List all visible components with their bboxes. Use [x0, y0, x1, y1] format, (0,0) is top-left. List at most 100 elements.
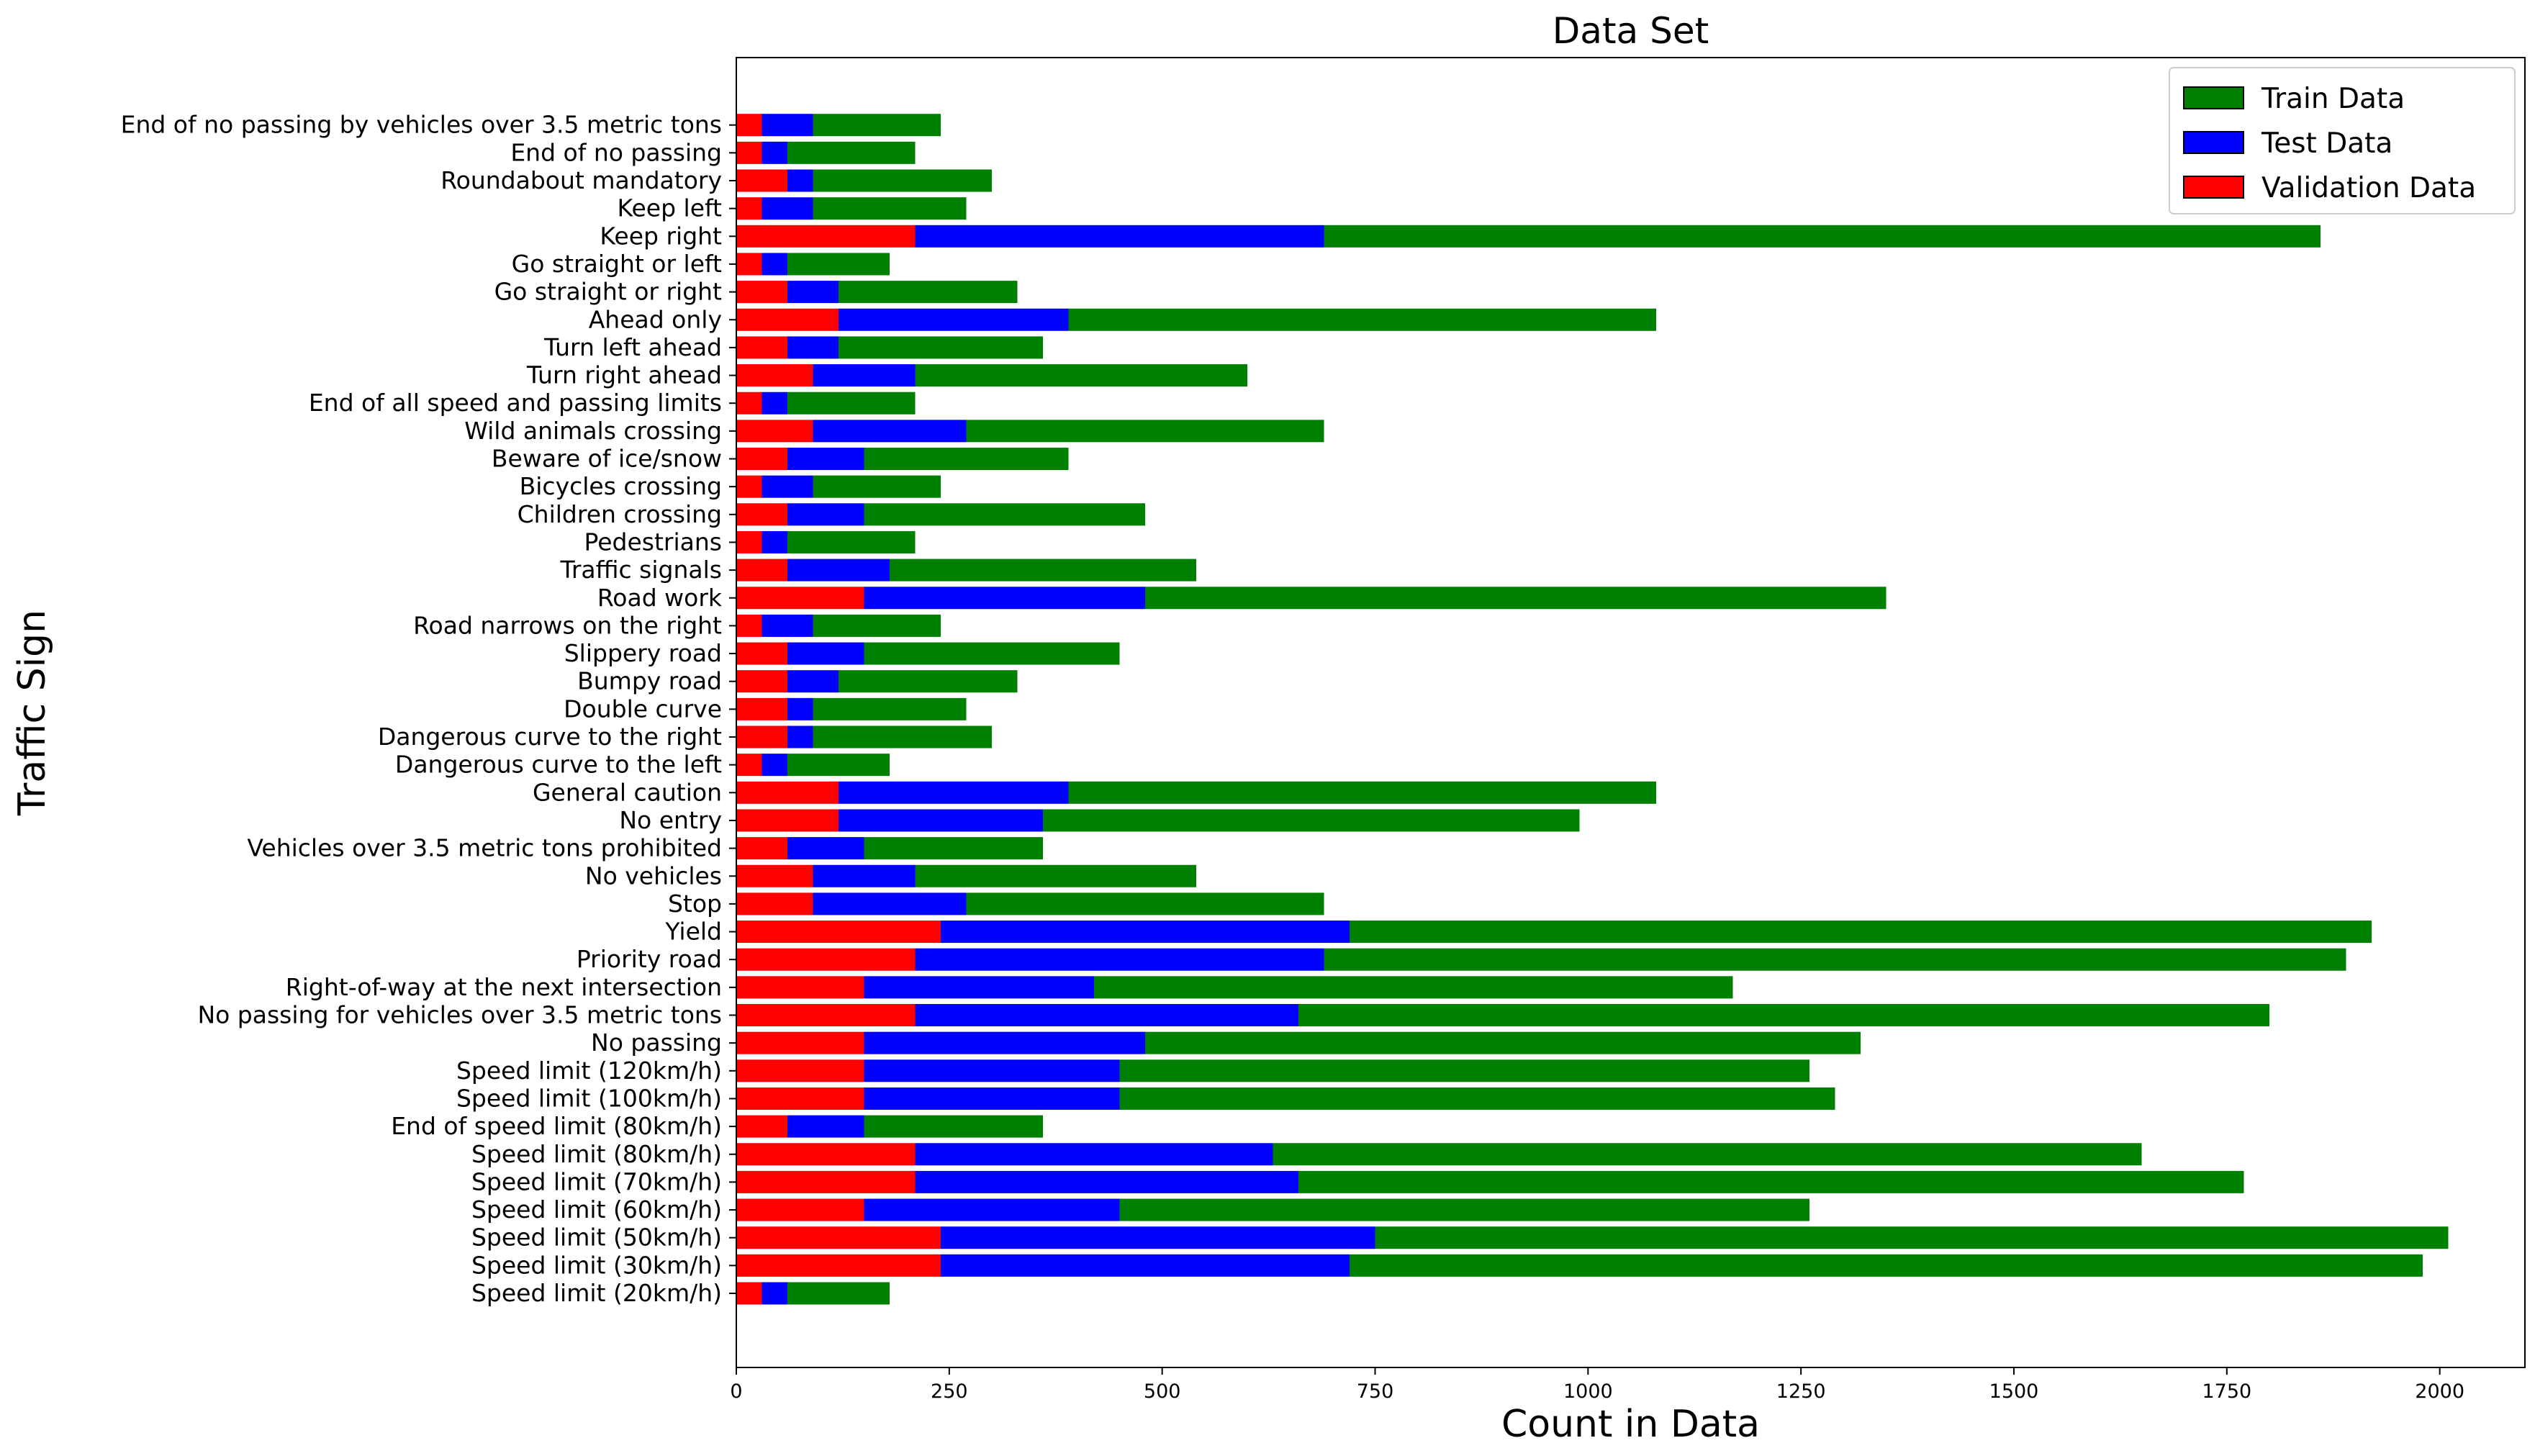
bar-validation-data: [736, 1115, 787, 1138]
bar-validation-data: [736, 1282, 762, 1305]
y-tick-label: Ahead only: [589, 305, 722, 333]
y-tick-label: Double curve: [564, 695, 722, 723]
bar-validation-data: [736, 642, 787, 665]
bar-test-data: [813, 892, 967, 915]
bar-test-data: [839, 781, 1069, 804]
y-tick-label: General caution: [533, 778, 722, 806]
bar-train-data: [813, 725, 992, 749]
y-tick-label: Roundabout mandatory: [440, 166, 722, 194]
bar-train-data: [1119, 1198, 1809, 1221]
bar-validation-data: [736, 114, 762, 137]
bar-train-data: [1298, 1170, 2244, 1193]
y-tick-label: Speed limit (20km/h): [471, 1279, 722, 1307]
plot-area: [736, 57, 2526, 1368]
bar-validation-data: [736, 948, 916, 971]
y-tick-label: Keep left: [618, 194, 723, 222]
bar-test-data: [839, 308, 1069, 331]
x-tick-label: 500: [1144, 1380, 1181, 1403]
bar-validation-data: [736, 670, 787, 693]
bar-test-data: [762, 197, 813, 220]
bar-train-data: [1350, 921, 2372, 944]
bar-validation-data: [736, 614, 762, 637]
bar-train-data: [915, 364, 1247, 387]
bar-test-data: [762, 114, 813, 137]
bar-test-data: [915, 225, 1324, 248]
y-tick-label: Turn left ahead: [543, 333, 722, 361]
y-tick-label: Speed limit (70km/h): [471, 1167, 722, 1195]
bar-train-data: [787, 530, 916, 553]
y-tick-label: End of no passing by vehicles over 3.5 m…: [121, 111, 722, 139]
bar-test-data: [787, 642, 864, 665]
bar-test-data: [762, 475, 813, 498]
y-tick-label: Priority road: [577, 945, 722, 973]
y-tick-label: Bicycles crossing: [520, 472, 722, 500]
chart-title: Data Set: [1553, 10, 1709, 52]
bar-train-data: [864, 1115, 1043, 1138]
bar-validation-data: [736, 697, 787, 720]
y-tick-label: Go straight or right: [494, 278, 722, 306]
bar-validation-data: [736, 392, 762, 415]
bar-test-data: [787, 697, 813, 720]
bar-test-data: [941, 921, 1350, 944]
bar-test-data: [864, 1087, 1120, 1110]
bar-test-data: [787, 281, 839, 304]
bar-validation-data: [736, 448, 787, 470]
bar-test-data: [839, 809, 1043, 832]
bar-test-data: [915, 1170, 1298, 1193]
bar-test-data: [762, 392, 787, 415]
y-tick-label: No passing for vehicles over 3.5 metric …: [197, 1001, 722, 1029]
bar-train-data: [787, 1282, 890, 1305]
bar-test-data: [787, 670, 839, 693]
y-tick-label: Dangerous curve to the left: [395, 751, 722, 779]
bar-validation-data: [736, 976, 864, 999]
bar-test-data: [864, 587, 1145, 610]
y-tick-label: Turn right ahead: [526, 361, 722, 389]
y-axis-tick-labels: Speed limit (20km/h)Speed limit (30km/h)…: [121, 111, 736, 1307]
y-tick-label: End of no passing: [510, 138, 722, 166]
bar-validation-data: [736, 1059, 864, 1082]
bar-train-data: [813, 697, 967, 720]
plot-frame: [736, 57, 2526, 1368]
bar-validation-data: [736, 336, 787, 359]
bar-test-data: [813, 864, 916, 887]
bar-test-data: [787, 559, 890, 582]
bar-validation-data: [736, 503, 787, 526]
bar-validation-data: [736, 559, 787, 582]
bar-test-data: [762, 530, 787, 553]
y-tick-label: Traffic signals: [560, 556, 722, 584]
y-tick-label: Keep right: [600, 222, 722, 250]
y-tick-label: Pedestrians: [584, 528, 722, 556]
x-axis-label: Count in Data: [1501, 1403, 1760, 1446]
bar-train-data: [864, 837, 1043, 860]
bar-test-data: [864, 1059, 1120, 1082]
bar-validation-data: [736, 1143, 916, 1166]
x-axis-ticks: 0 250 500 750 1000 1250 1500 1750 2000: [730, 1367, 2464, 1403]
bar-train-data: [839, 281, 1018, 304]
x-tick-label: 2000: [2415, 1380, 2464, 1403]
bar-test-data: [787, 448, 864, 470]
x-tick-label: 1000: [1563, 1380, 1613, 1403]
bar-test-data: [762, 614, 813, 637]
bar-validation-data: [736, 141, 762, 164]
y-tick-label: Beware of ice/snow: [492, 445, 722, 473]
bar-test-data: [762, 754, 787, 777]
y-tick-label: End of all speed and passing limits: [309, 389, 722, 417]
y-tick-label: Road narrows on the right: [413, 611, 722, 639]
bar-train-data: [1145, 1031, 1861, 1054]
bar-train-data: [1375, 1226, 2449, 1249]
bar-train-data: [813, 614, 941, 637]
y-tick-label: Speed limit (30km/h): [471, 1251, 722, 1279]
bar-train-data: [1145, 587, 1886, 610]
y-tick-label: No vehicles: [585, 862, 722, 890]
bar-train-data: [966, 892, 1324, 915]
y-axis-label: Traffic Sign: [11, 610, 54, 816]
y-tick-label: Yield: [664, 918, 722, 946]
bar-test-data: [787, 169, 813, 192]
legend-label: Validation Data: [2261, 172, 2476, 204]
bar-train-data: [915, 864, 1196, 887]
bar-train-data: [787, 754, 890, 777]
bar-validation-data: [736, 781, 839, 804]
bar-test-data: [787, 503, 864, 526]
bar-train-data: [787, 141, 916, 164]
